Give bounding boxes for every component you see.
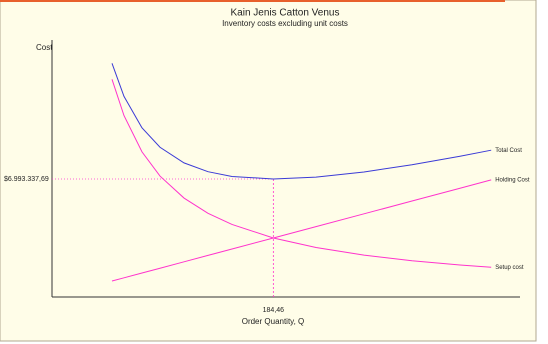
chart-title: Kain Jenis Catton Venus	[231, 8, 340, 19]
x-axis-label: Order Quantity, Q	[242, 317, 305, 326]
chart-background	[0, 0, 537, 342]
series-label: Holding Cost	[495, 177, 530, 183]
series-line	[111, 63, 492, 180]
y-axis-label: Cost	[36, 43, 53, 52]
series-label: Total Cost	[495, 148, 522, 154]
y-tick-label: $6.993.337,69	[4, 176, 49, 183]
chart-subtitle: Inventory costs excluding unit costs	[222, 19, 348, 28]
series-line	[111, 179, 492, 282]
series-label: Setup cost	[495, 265, 524, 271]
series-line	[111, 79, 492, 268]
x-tick-label: 184,46	[263, 307, 285, 314]
